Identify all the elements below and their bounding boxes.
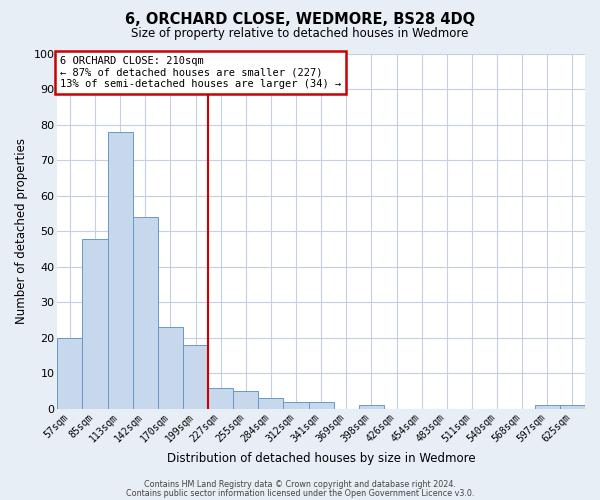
- Bar: [359, 406, 384, 409]
- Bar: [233, 391, 259, 409]
- Bar: [259, 398, 283, 409]
- Text: 6, ORCHARD CLOSE, WEDMORE, BS28 4DQ: 6, ORCHARD CLOSE, WEDMORE, BS28 4DQ: [125, 12, 475, 28]
- Bar: [535, 406, 560, 409]
- Bar: [560, 406, 585, 409]
- Bar: [283, 402, 308, 409]
- Text: Contains public sector information licensed under the Open Government Licence v3: Contains public sector information licen…: [126, 488, 474, 498]
- Y-axis label: Number of detached properties: Number of detached properties: [15, 138, 28, 324]
- Text: 6 ORCHARD CLOSE: 210sqm
← 87% of detached houses are smaller (227)
13% of semi-d: 6 ORCHARD CLOSE: 210sqm ← 87% of detache…: [60, 56, 341, 89]
- Bar: [107, 132, 133, 409]
- Bar: [58, 338, 82, 409]
- Bar: [82, 238, 107, 409]
- Bar: [158, 328, 183, 409]
- Text: Size of property relative to detached houses in Wedmore: Size of property relative to detached ho…: [131, 28, 469, 40]
- Bar: [208, 388, 233, 409]
- X-axis label: Distribution of detached houses by size in Wedmore: Distribution of detached houses by size …: [167, 452, 475, 465]
- Bar: [183, 345, 208, 409]
- Text: Contains HM Land Registry data © Crown copyright and database right 2024.: Contains HM Land Registry data © Crown c…: [144, 480, 456, 489]
- Bar: [133, 218, 158, 409]
- Bar: [308, 402, 334, 409]
